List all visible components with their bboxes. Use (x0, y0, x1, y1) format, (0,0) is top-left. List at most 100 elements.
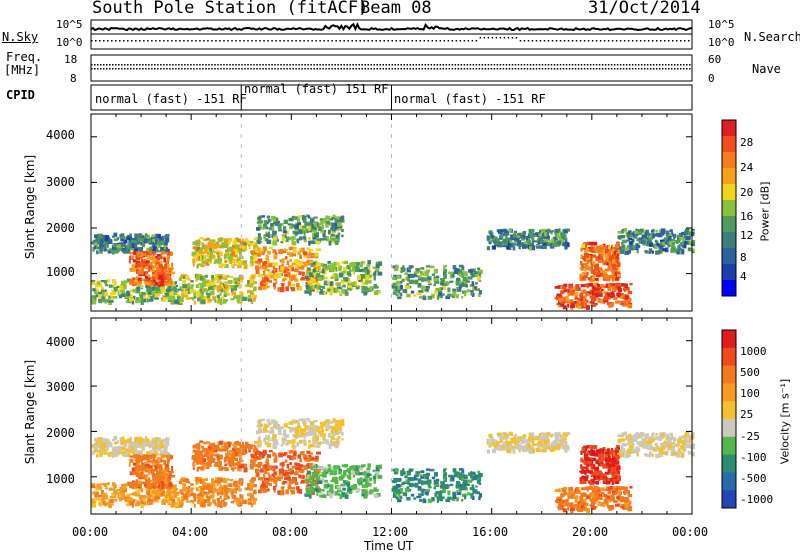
power-cell (233, 277, 238, 281)
power-cell (133, 250, 138, 255)
power-cell (211, 255, 216, 260)
power-cell (249, 276, 252, 280)
power-cell (538, 229, 542, 235)
velocity-cell (116, 489, 122, 492)
power-cell (261, 215, 266, 218)
velocity-cell (497, 433, 503, 438)
power-cell (367, 260, 371, 265)
power-cell (311, 272, 315, 277)
power-cell (266, 285, 270, 289)
power-cell (526, 238, 531, 243)
power-cell (426, 286, 430, 289)
velocity-cell (331, 477, 337, 482)
power-cell (93, 288, 99, 293)
velocity-cell (425, 489, 430, 492)
power-cell (173, 284, 177, 288)
power-cell (141, 292, 146, 296)
velocity-cell (92, 450, 95, 455)
power-cell (222, 245, 227, 249)
power-cell (602, 243, 606, 248)
velocity-cell (541, 448, 547, 453)
velocity-cell (256, 430, 261, 435)
velocity-cell (603, 477, 608, 481)
power-cell (375, 261, 381, 265)
velocity-cell (144, 484, 150, 489)
velocity-cell (222, 448, 227, 452)
power-cell (249, 292, 253, 297)
power-cell (456, 277, 461, 283)
velocity-cell (496, 441, 500, 447)
power-cell (287, 281, 292, 287)
velocity-cell (95, 487, 98, 491)
velocity-cell (273, 423, 277, 428)
velocity-cell (199, 494, 203, 500)
power-cell (597, 267, 603, 271)
power-cell (162, 235, 165, 239)
power-cell (511, 237, 516, 241)
velocity-cell (458, 476, 462, 480)
velocity-cell (135, 479, 138, 483)
velocity-cell (197, 442, 201, 446)
velocity-cell (443, 477, 447, 483)
velocity-cell (602, 464, 606, 469)
velocity-cell (616, 445, 620, 448)
power-cell (174, 281, 177, 285)
velocity-cell (147, 440, 150, 445)
velocity-cell (347, 488, 352, 492)
velocity-cell (268, 474, 272, 479)
power-cell (563, 296, 569, 301)
velocity-cell (228, 456, 233, 462)
power-cell (522, 230, 527, 235)
power-cell (226, 292, 229, 296)
power-cell (120, 238, 125, 242)
power-cell (158, 280, 161, 285)
power-cell (323, 229, 327, 233)
power-cell (281, 279, 286, 282)
power-cell (281, 250, 287, 253)
velocity-cell (121, 494, 126, 499)
power-cell (607, 295, 611, 300)
power-cell (418, 285, 424, 288)
velocity-cell (131, 450, 136, 455)
power-cell (535, 232, 540, 237)
velocity-cell (276, 425, 279, 428)
velocity-cell (363, 484, 369, 488)
velocity-cell (250, 478, 255, 483)
power-cell (166, 264, 170, 269)
power-cell (447, 293, 452, 297)
velocity-cell (178, 480, 182, 485)
velocity-cell (299, 474, 305, 478)
power-cell (356, 275, 362, 280)
velocity-cell (512, 436, 517, 442)
velocity-cell (259, 419, 262, 423)
velocity-cell (159, 470, 164, 474)
power-cell (147, 251, 150, 255)
velocity-cell (288, 480, 294, 485)
velocity-cell (134, 502, 140, 507)
velocity-cell (402, 471, 406, 476)
power-cell (614, 274, 618, 278)
velocity-cell (240, 444, 246, 449)
power-cell (273, 285, 276, 290)
velocity-cell (260, 468, 264, 473)
power-cell (284, 257, 288, 260)
power-cell (417, 282, 422, 286)
power-cell (575, 292, 579, 297)
power-cell (120, 288, 125, 293)
power-cell (444, 264, 447, 268)
power-cell (294, 232, 298, 236)
velocity-cell (593, 496, 599, 502)
velocity-cell (415, 473, 420, 476)
velocity-cell (443, 472, 448, 477)
velocity-cell (144, 457, 150, 461)
power-cell (169, 278, 172, 284)
power-cell (138, 282, 141, 287)
power-cell (625, 302, 630, 306)
velocity-cell (136, 472, 139, 478)
power-cell (194, 248, 199, 253)
power-cell (143, 273, 147, 277)
velocity-cell (170, 498, 176, 503)
power-cell (153, 241, 158, 244)
velocity-cell (288, 450, 294, 453)
velocity-cell (499, 438, 503, 442)
